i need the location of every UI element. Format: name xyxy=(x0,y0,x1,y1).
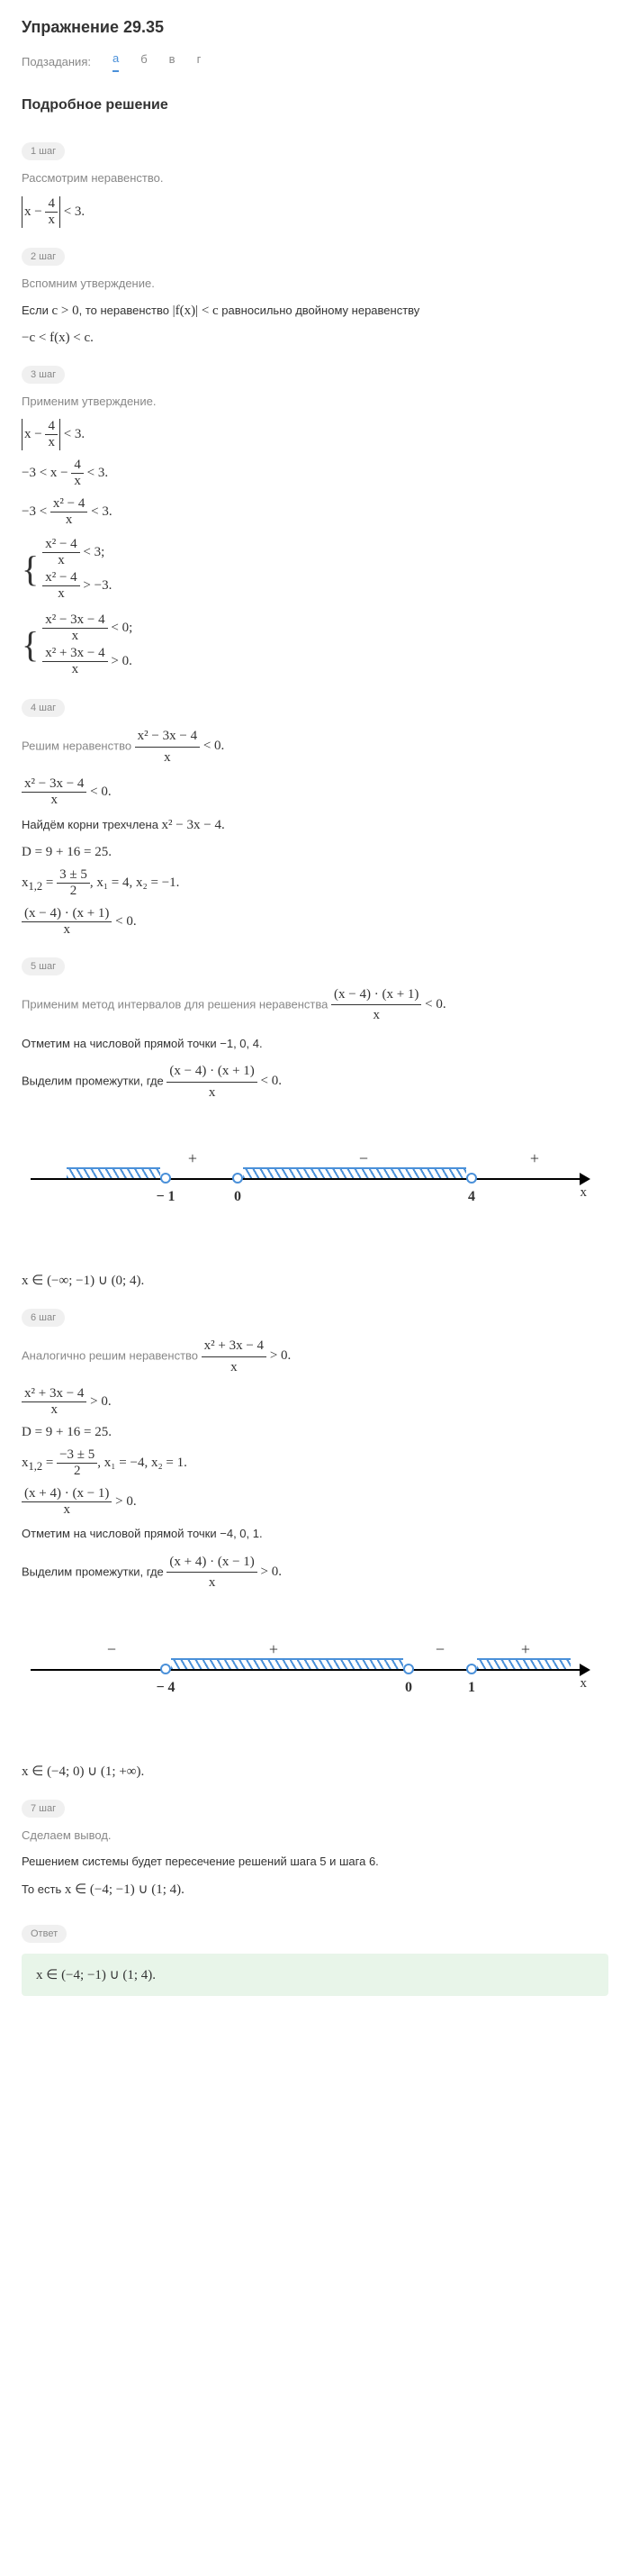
subtab-v[interactable]: в xyxy=(169,52,176,71)
number-line-2: x − 401−+−+ xyxy=(22,1606,608,1750)
step-1-text: Рассмотрим неравенство. xyxy=(22,169,608,187)
formula-1: x − 4x < 3. xyxy=(22,196,608,228)
result-5: x ∈ (−∞; −1) ∪ (0; 4). xyxy=(22,1272,608,1289)
formula-6a: x² + 3x − 4x > 0. xyxy=(22,1386,608,1418)
formula-4D: D = 9 + 16 = 25. xyxy=(22,845,608,860)
step-7-badge: 7 шаг xyxy=(22,1800,65,1818)
step-6-text: Аналогично решим неравенство x² + 3x − 4… xyxy=(22,1336,608,1377)
formula-4fact: (x − 4) · (x + 1)x < 0. xyxy=(22,906,608,938)
formula-6x12: x1,2 = −3 ± 52, x₁ = −4, x₂ = 1. xyxy=(22,1447,608,1479)
formula-3c: −3 < x² − 4x < 3. xyxy=(22,496,608,528)
step-7-conclusion: Решением системы будет пересечение решен… xyxy=(22,1853,608,1871)
answer-label: Ответ xyxy=(22,1925,67,1943)
system-2: { x² − 3x − 4x < 0; x² + 3x − 4x > 0. xyxy=(22,611,608,679)
step-3-text: Применим утверждение. xyxy=(22,393,608,411)
formula-double: −c < f(x) < c. xyxy=(22,331,608,346)
step-6-badge: 6 шаг xyxy=(22,1309,65,1327)
step-5-badge: 5 шаг xyxy=(22,957,65,975)
page-title: Упражнение 29.35 xyxy=(22,18,608,37)
result-6: x ∈ (−4; 0) ∪ (1; +∞). xyxy=(22,1763,608,1780)
formula-4a: x² − 3x − 4x < 0. xyxy=(22,776,608,808)
subtabs-row: Подзадания: а б в г xyxy=(22,51,608,72)
step-6-mark: Отметим на числовой прямой точки −4, 0, … xyxy=(22,1525,608,1543)
step-7-result: То есть x ∈ (−4; −1) ∪ (1; 4). xyxy=(22,1880,608,1900)
number-line-1: x − 104+−+ xyxy=(22,1115,608,1259)
step-5-mark: Отметим на числовой прямой точки −1, 0, … xyxy=(22,1035,608,1053)
step-2-text: Вспомним утверждение. xyxy=(22,275,608,293)
subtab-g[interactable]: г xyxy=(197,52,202,71)
formula-6D: D = 9 + 16 = 25. xyxy=(22,1425,608,1440)
step-4-badge: 4 шаг xyxy=(22,699,65,717)
subtab-a[interactable]: а xyxy=(112,51,119,72)
section-title: Подробное решение xyxy=(22,97,608,113)
step-5-select: Выделим промежутки, где (x − 4) · (x + 1… xyxy=(22,1061,608,1102)
step-2-badge: 2 шаг xyxy=(22,248,65,266)
formula-3a: x − 4x < 3. xyxy=(22,419,608,450)
step-1-badge: 1 шаг xyxy=(22,142,65,160)
step-6-select: Выделим промежутки, где (x + 4) · (x − 1… xyxy=(22,1552,608,1593)
step-2-statement: Если c > 0, то неравенство |f(x)| < c ра… xyxy=(22,301,608,322)
subtab-b[interactable]: б xyxy=(140,52,147,71)
step-4-roots: Найдём корни трехчлена x² − 3x − 4. xyxy=(22,815,608,836)
step-7-text: Сделаем вывод. xyxy=(22,1827,608,1845)
formula-3b: −3 < x − 4x < 3. xyxy=(22,458,608,489)
step-5-text: Применим метод интервалов для решения не… xyxy=(22,984,608,1026)
subtabs-label: Подзадания: xyxy=(22,55,91,68)
answer-box: x ∈ (−4; −1) ∪ (1; 4). xyxy=(22,1954,608,1996)
system-1: { x² − 4x < 3; x² − 4x > −3. xyxy=(22,535,608,603)
formula-4x12: x1,2 = 3 ± 52, x₁ = 4, x₂ = −1. xyxy=(22,867,608,899)
step-4-text: Решим неравенство x² − 3x − 4x < 0. xyxy=(22,726,608,767)
step-3-badge: 3 шаг xyxy=(22,366,65,384)
formula-6fact: (x + 4) · (x − 1)x > 0. xyxy=(22,1486,608,1518)
